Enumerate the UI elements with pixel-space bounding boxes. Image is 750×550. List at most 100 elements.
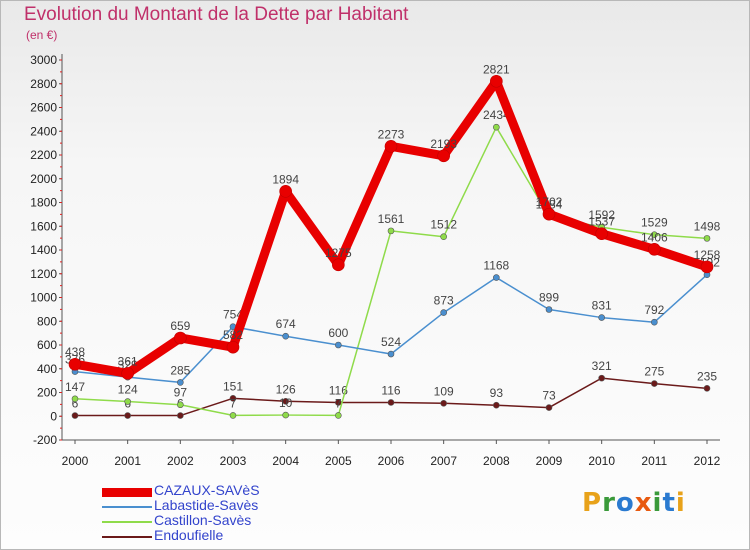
y-tick-label: 2800 [30,77,57,91]
data-point-endoufielle [440,400,447,407]
data-label-cazaux-sav-s: 1275 [325,246,352,260]
y-tick-label: 2200 [30,148,57,162]
data-point-castillon-sav-s [387,227,395,235]
y-tick-label: 3000 [30,53,57,67]
legend-swatch [102,521,152,523]
data-label-castillon-sav-s: 7 [230,396,237,410]
data-point-endoufielle [229,395,237,402]
data-label-labastide-sav-s: 1168 [483,259,509,273]
data-point-castillon-sav-s [703,235,711,242]
data-label-castillon-sav-s: 147 [65,380,85,394]
x-tick-label: 2007 [430,454,457,468]
data-point-cazaux-sav-s [279,185,292,198]
data-point-cazaux-sav-s [384,140,398,153]
legend-label: Endoufielle [154,527,224,543]
data-point-endoufielle [71,412,79,419]
data-label-endoufielle: 321 [592,359,612,373]
data-point-castillon-sav-s [335,412,342,419]
data-label-endoufielle: 73 [542,389,556,403]
data-label-cazaux-sav-s: 1537 [588,215,615,229]
y-tick-label: -200 [33,433,57,447]
data-label-labastide-sav-s: 600 [328,326,348,340]
data-point-cazaux-sav-s [700,260,714,274]
data-label-endoufielle: 109 [434,384,454,398]
data-label-cazaux-sav-s: 1406 [641,230,668,244]
data-label-endoufielle: 151 [223,379,243,393]
data-label-castillon-sav-s: 10 [279,396,293,410]
data-point-endoufielle [703,385,711,392]
legend-swatch [102,506,152,508]
data-label-cazaux-sav-s: 361 [118,354,138,368]
y-tick-label: 1000 [30,291,57,305]
proxiti-logo: Proxiti [582,488,686,518]
logo-letter: x [634,488,653,518]
data-point-castillon-sav-s [282,411,289,419]
x-tick-label: 2010 [588,454,615,468]
legend-label: Castillon-Savès [154,512,252,528]
data-label-castillon-sav-s: 7 [335,396,342,410]
data-label-castillon-sav-s: 124 [118,383,138,397]
data-point-cazaux-sav-s [648,242,661,256]
y-tick-label: 800 [37,314,57,328]
data-point-castillon-sav-s [493,123,500,131]
data-label-cazaux-sav-s: 438 [65,345,85,359]
data-label-endoufielle: 126 [276,382,296,396]
data-point-endoufielle [493,401,500,409]
data-point-labastide-sav-s [493,274,500,281]
data-point-cazaux-sav-s [68,357,82,371]
y-tick-label: 1800 [30,196,57,210]
data-label-cazaux-sav-s: 582 [223,328,243,342]
x-tick-label: 2004 [272,454,299,468]
data-label-cazaux-sav-s: 2193 [430,137,457,151]
x-tick-label: 2011 [641,454,667,468]
data-point-cazaux-sav-s [490,74,503,88]
y-tick-label: 2000 [30,172,57,186]
data-point-endoufielle [177,412,184,419]
data-label-labastide-sav-s: 524 [381,335,401,349]
data-point-endoufielle [282,397,289,405]
logo-letter: t [662,488,676,518]
data-point-castillon-sav-s [71,395,79,403]
data-point-cazaux-sav-s [437,149,450,163]
y-tick-label: 2600 [30,101,57,115]
x-tick-label: 2003 [220,454,247,468]
y-tick-label: 600 [37,338,57,352]
data-point-cazaux-sav-s [332,258,345,272]
data-label-cazaux-sav-s: 2821 [483,62,510,76]
logo-letter: o [615,488,635,518]
data-label-labastide-sav-s: 899 [539,290,559,304]
data-label-castillon-sav-s: 1561 [378,212,405,226]
data-label-castillon-sav-s: 1498 [694,219,721,233]
data-point-endoufielle [598,374,605,382]
data-point-labastide-sav-s [387,350,395,358]
data-label-labastide-sav-s: 674 [276,317,296,331]
logo-letter: i [675,488,686,518]
data-point-labastide-sav-s [177,379,184,386]
x-tick-label: 2001 [114,454,141,468]
legend-swatch [102,536,152,538]
data-label-endoufielle: 235 [697,369,717,383]
data-point-endoufielle [387,399,395,406]
data-point-endoufielle [651,380,658,387]
data-label-castillon-sav-s: 97 [174,386,188,400]
data-point-labastide-sav-s [282,332,289,340]
data-point-cazaux-sav-s [174,331,187,345]
x-tick-label: 2002 [167,454,194,468]
data-label-cazaux-sav-s: 1894 [272,172,299,186]
data-label-endoufielle: 116 [329,383,348,397]
data-point-cazaux-sav-s [595,227,608,241]
x-tick-label: 2012 [694,454,721,468]
data-label-castillon-sav-s: 1512 [430,218,457,232]
data-label-endoufielle: 116 [381,383,400,397]
data-point-castillon-sav-s [229,412,237,419]
data-point-cazaux-sav-s [226,340,240,354]
legend-label: CAZAUX-SAVèS [154,482,260,498]
data-point-labastide-sav-s [335,341,342,349]
y-tick-label: 2400 [30,124,57,138]
y-tick-label: 0 [50,409,57,423]
y-tick-label: 200 [37,386,57,400]
legend-label: Labastide-Savès [154,497,259,513]
data-label-cazaux-sav-s: 2273 [378,127,405,141]
x-tick-label: 2009 [536,454,563,468]
